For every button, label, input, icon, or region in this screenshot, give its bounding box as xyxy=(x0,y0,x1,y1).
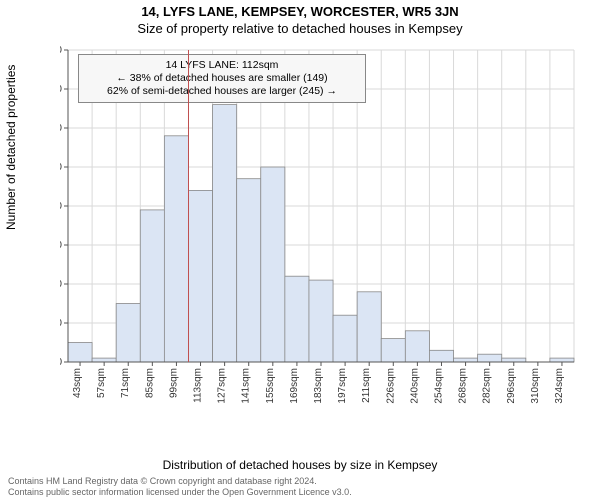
svg-text:324sqm: 324sqm xyxy=(554,368,565,404)
bar xyxy=(164,136,188,362)
svg-text:71sqm: 71sqm xyxy=(120,368,131,398)
svg-text:127sqm: 127sqm xyxy=(217,368,228,404)
svg-text:155sqm: 155sqm xyxy=(265,368,276,404)
bar xyxy=(116,304,140,363)
svg-text:310sqm: 310sqm xyxy=(530,368,541,404)
attribution-footer: Contains HM Land Registry data © Crown c… xyxy=(8,476,352,498)
svg-text:0: 0 xyxy=(60,357,62,368)
bar xyxy=(309,280,333,362)
bar xyxy=(357,292,381,362)
bar xyxy=(188,190,212,362)
bar xyxy=(285,276,309,362)
svg-text:183sqm: 183sqm xyxy=(313,368,324,404)
x-axis-label: Distribution of detached houses by size … xyxy=(0,458,600,472)
svg-text:197sqm: 197sqm xyxy=(337,368,348,404)
svg-text:169sqm: 169sqm xyxy=(289,368,300,404)
bar xyxy=(478,354,502,362)
bar xyxy=(213,105,237,362)
svg-text:40: 40 xyxy=(60,201,62,212)
svg-text:10: 10 xyxy=(60,318,62,329)
svg-text:113sqm: 113sqm xyxy=(193,368,204,403)
svg-text:43sqm: 43sqm xyxy=(72,368,83,398)
footer-line-1: Contains HM Land Registry data © Crown c… xyxy=(8,476,352,487)
svg-text:211sqm: 211sqm xyxy=(361,368,372,403)
svg-text:85sqm: 85sqm xyxy=(144,368,155,398)
bar xyxy=(502,358,526,362)
svg-text:226sqm: 226sqm xyxy=(385,368,396,404)
address-title: 14, LYFS LANE, KEMPSEY, WORCESTER, WR5 3… xyxy=(0,0,600,19)
bar xyxy=(550,358,574,362)
svg-text:240sqm: 240sqm xyxy=(409,368,420,404)
bar xyxy=(140,210,164,362)
svg-text:268sqm: 268sqm xyxy=(458,368,469,404)
svg-text:99sqm: 99sqm xyxy=(168,368,179,398)
bar xyxy=(405,331,429,362)
svg-text:60: 60 xyxy=(60,123,62,134)
svg-text:57sqm: 57sqm xyxy=(96,368,107,398)
chart-container: 14, LYFS LANE, KEMPSEY, WORCESTER, WR5 3… xyxy=(0,0,600,500)
svg-text:20: 20 xyxy=(60,279,62,290)
bar xyxy=(92,358,116,362)
svg-text:254sqm: 254sqm xyxy=(433,368,444,404)
bar xyxy=(68,343,92,363)
svg-text:296sqm: 296sqm xyxy=(506,368,517,404)
footer-line-2: Contains public sector information licen… xyxy=(8,487,352,498)
svg-text:141sqm: 141sqm xyxy=(241,368,252,404)
y-axis-label: Number of detached properties xyxy=(4,65,18,230)
svg-text:30: 30 xyxy=(60,240,62,251)
callout-line-1: 14 LYFS LANE: 112sqm xyxy=(87,59,357,72)
callout-line-2: ← 38% of detached houses are smaller (14… xyxy=(87,72,357,85)
svg-text:282sqm: 282sqm xyxy=(482,368,493,404)
bar xyxy=(429,350,453,362)
svg-text:80: 80 xyxy=(60,45,62,56)
chart-area: 0 10 20 30 40 50 60 70 80 43sqm 57sqm 71sqm 85sqm 99s… xyxy=(60,44,580,414)
bar xyxy=(454,358,478,362)
bar xyxy=(333,315,357,362)
bar xyxy=(237,179,261,362)
svg-text:70: 70 xyxy=(60,84,62,95)
chart-subtitle: Size of property relative to detached ho… xyxy=(0,19,600,36)
annotation-box: 14 LYFS LANE: 112sqm ← 38% of detached h… xyxy=(78,54,366,103)
svg-text:50: 50 xyxy=(60,162,62,173)
indicator-line xyxy=(188,50,189,362)
callout-line-3: 62% of semi-detached houses are larger (… xyxy=(87,85,357,98)
bar xyxy=(261,167,285,362)
bar xyxy=(381,339,405,362)
